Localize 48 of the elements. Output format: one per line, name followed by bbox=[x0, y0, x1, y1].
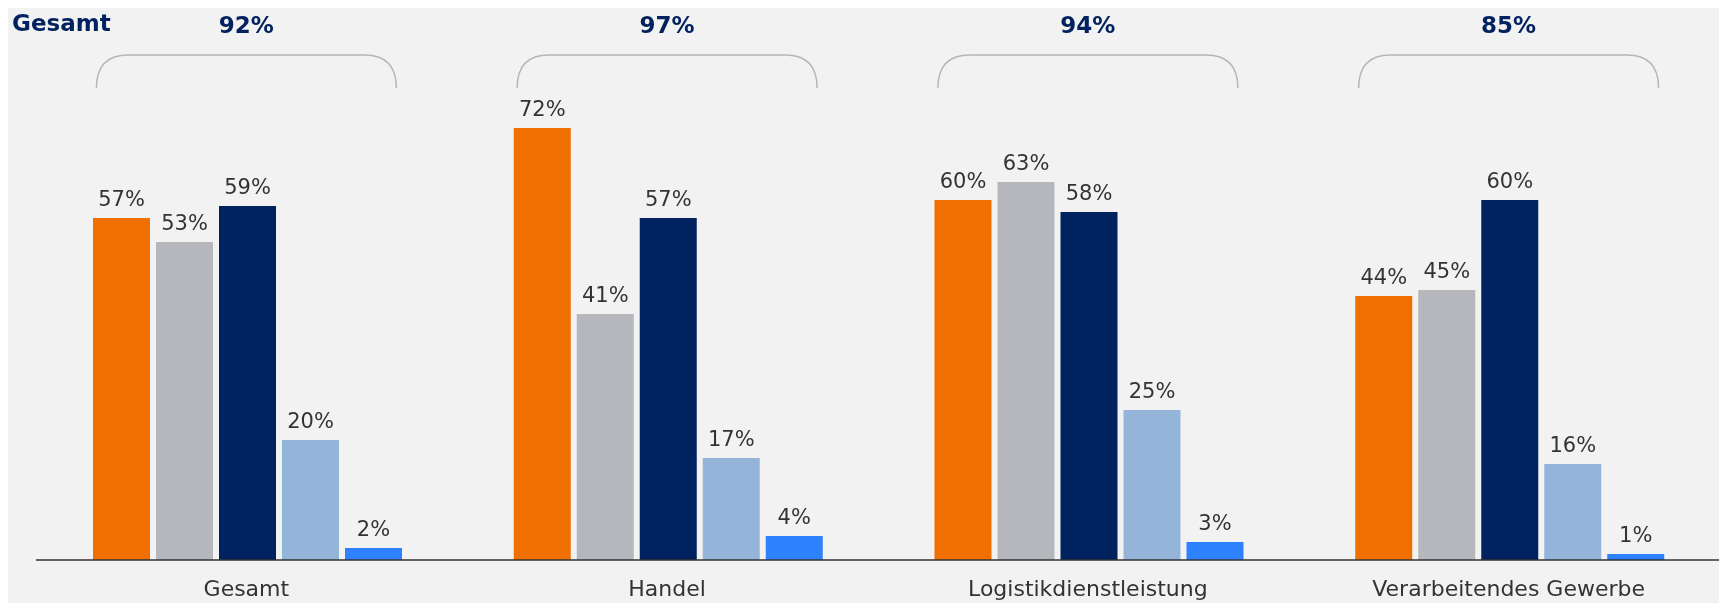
data-label: 53% bbox=[161, 211, 208, 235]
data-label: 72% bbox=[518, 97, 566, 121]
data-label: 45% bbox=[1423, 259, 1471, 283]
data-label: 41% bbox=[581, 283, 629, 307]
data-label: 60% bbox=[1486, 169, 1534, 193]
text: 85% bbox=[1481, 12, 1537, 38]
bar bbox=[219, 206, 276, 560]
data-label: 16% bbox=[1549, 433, 1597, 457]
data-label: 25% bbox=[1128, 379, 1176, 403]
data-label: 58% bbox=[1065, 181, 1113, 205]
data-label: 3% bbox=[1198, 511, 1232, 535]
bar bbox=[345, 548, 402, 560]
x-tick-label: Verarbeitendes Gewerbe bbox=[1372, 575, 1646, 601]
data-label: 20% bbox=[287, 409, 334, 433]
data-label: 59% bbox=[224, 175, 271, 199]
data-label: 60% bbox=[939, 169, 987, 193]
bar bbox=[997, 182, 1055, 560]
text: 97% bbox=[639, 12, 695, 38]
bar bbox=[639, 218, 697, 560]
bar bbox=[282, 440, 339, 560]
bar bbox=[1481, 200, 1539, 560]
bar bbox=[93, 218, 150, 560]
data-label: 17% bbox=[707, 427, 755, 451]
bar bbox=[1186, 542, 1244, 560]
text: 94% bbox=[1060, 12, 1116, 38]
data-label: 57% bbox=[98, 187, 145, 211]
bar bbox=[1544, 464, 1602, 560]
bar bbox=[934, 200, 992, 560]
bar bbox=[702, 458, 760, 560]
bar bbox=[156, 242, 213, 560]
bar bbox=[513, 128, 571, 560]
data-label: 1% bbox=[1619, 523, 1653, 547]
bar bbox=[1060, 212, 1118, 560]
data-label: 4% bbox=[777, 505, 811, 529]
bar bbox=[1418, 290, 1476, 560]
x-tick-label: Gesamt bbox=[203, 575, 290, 601]
data-label: 44% bbox=[1360, 265, 1408, 289]
text: 92% bbox=[218, 12, 274, 38]
x-tick-label: Handel bbox=[628, 575, 706, 601]
bar bbox=[1355, 296, 1413, 560]
bar bbox=[576, 314, 634, 560]
bar bbox=[1123, 410, 1181, 560]
data-label: 57% bbox=[644, 187, 692, 211]
bar bbox=[765, 536, 823, 560]
x-tick-label: Logistikdienstleistung bbox=[968, 575, 1208, 601]
data-label: 63% bbox=[1002, 151, 1050, 175]
chart-title: Gesamt bbox=[12, 10, 111, 36]
data-label: 2% bbox=[356, 517, 391, 541]
